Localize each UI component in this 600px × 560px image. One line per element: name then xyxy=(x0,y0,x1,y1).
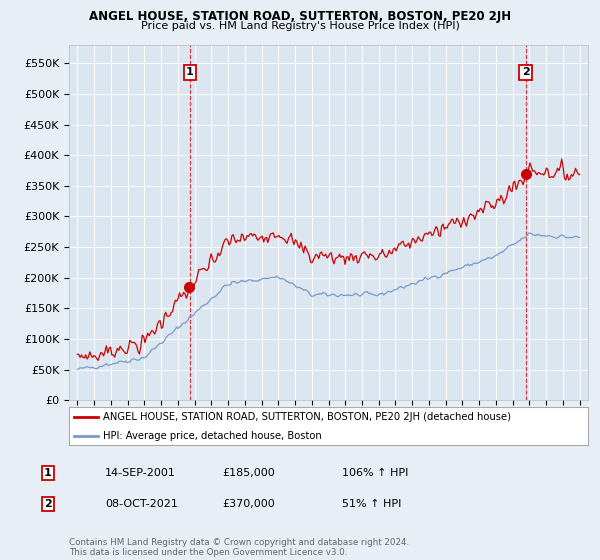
Text: 1: 1 xyxy=(44,468,52,478)
Text: 2: 2 xyxy=(521,67,529,77)
Text: £370,000: £370,000 xyxy=(222,499,275,509)
Text: £185,000: £185,000 xyxy=(222,468,275,478)
Text: Contains HM Land Registry data © Crown copyright and database right 2024.
This d: Contains HM Land Registry data © Crown c… xyxy=(69,538,409,557)
Text: 08-OCT-2021: 08-OCT-2021 xyxy=(105,499,178,509)
Text: Price paid vs. HM Land Registry's House Price Index (HPI): Price paid vs. HM Land Registry's House … xyxy=(140,21,460,31)
Text: 14-SEP-2001: 14-SEP-2001 xyxy=(105,468,176,478)
Text: ANGEL HOUSE, STATION ROAD, SUTTERTON, BOSTON, PE20 2JH: ANGEL HOUSE, STATION ROAD, SUTTERTON, BO… xyxy=(89,10,511,23)
Text: HPI: Average price, detached house, Boston: HPI: Average price, detached house, Bost… xyxy=(103,431,322,441)
Text: 106% ↑ HPI: 106% ↑ HPI xyxy=(342,468,409,478)
Text: 2: 2 xyxy=(44,499,52,509)
Text: ANGEL HOUSE, STATION ROAD, SUTTERTON, BOSTON, PE20 2JH (detached house): ANGEL HOUSE, STATION ROAD, SUTTERTON, BO… xyxy=(103,412,511,422)
Text: 1: 1 xyxy=(186,67,194,77)
Text: 51% ↑ HPI: 51% ↑ HPI xyxy=(342,499,401,509)
